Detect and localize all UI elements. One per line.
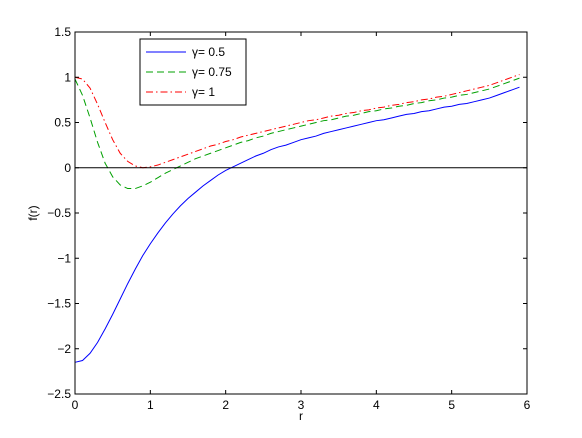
series-line-2: [74, 77, 520, 190]
y-tick-label: −1.5: [47, 297, 71, 311]
x-tick-label: 6: [524, 398, 531, 412]
ticks-layer: 0 1 2 3 4 5 6 −2.5 −2 −1.5 −1 −0.5 0 0.5 1 1.5: [47, 25, 530, 412]
legend-label-3: γ= 1: [192, 85, 215, 99]
x-tick-label: 2: [222, 398, 229, 412]
series-line-1: [74, 86, 520, 363]
legend: γ= 0.5 γ= 0.75 γ= 1: [139, 38, 247, 106]
y-axis-label: f(r): [26, 205, 40, 220]
y-tick-label: −0.5: [47, 206, 71, 220]
y-tick-label: −1: [57, 251, 71, 265]
legend-label-1: γ= 0.5: [192, 45, 225, 59]
y-tick-label: 1: [64, 70, 71, 84]
series-line-3: [74, 74, 520, 169]
x-tick-label: 3: [298, 398, 305, 412]
y-tick-label: 1.5: [54, 25, 71, 39]
y-tick-label: −2: [57, 342, 71, 356]
legend-label-2: γ= 0.75: [192, 65, 232, 79]
y-tick-label: −2.5: [47, 387, 71, 401]
series-layer: [74, 74, 520, 363]
x-axis-label: r: [299, 409, 303, 423]
x-tick-label: 0: [72, 398, 79, 412]
x-tick-label: 5: [448, 398, 455, 412]
y-tick-label: 0: [64, 161, 71, 175]
y-tick-label: 0.5: [54, 116, 71, 130]
x-tick-label: 4: [373, 398, 380, 412]
x-tick-label: 1: [147, 398, 154, 412]
